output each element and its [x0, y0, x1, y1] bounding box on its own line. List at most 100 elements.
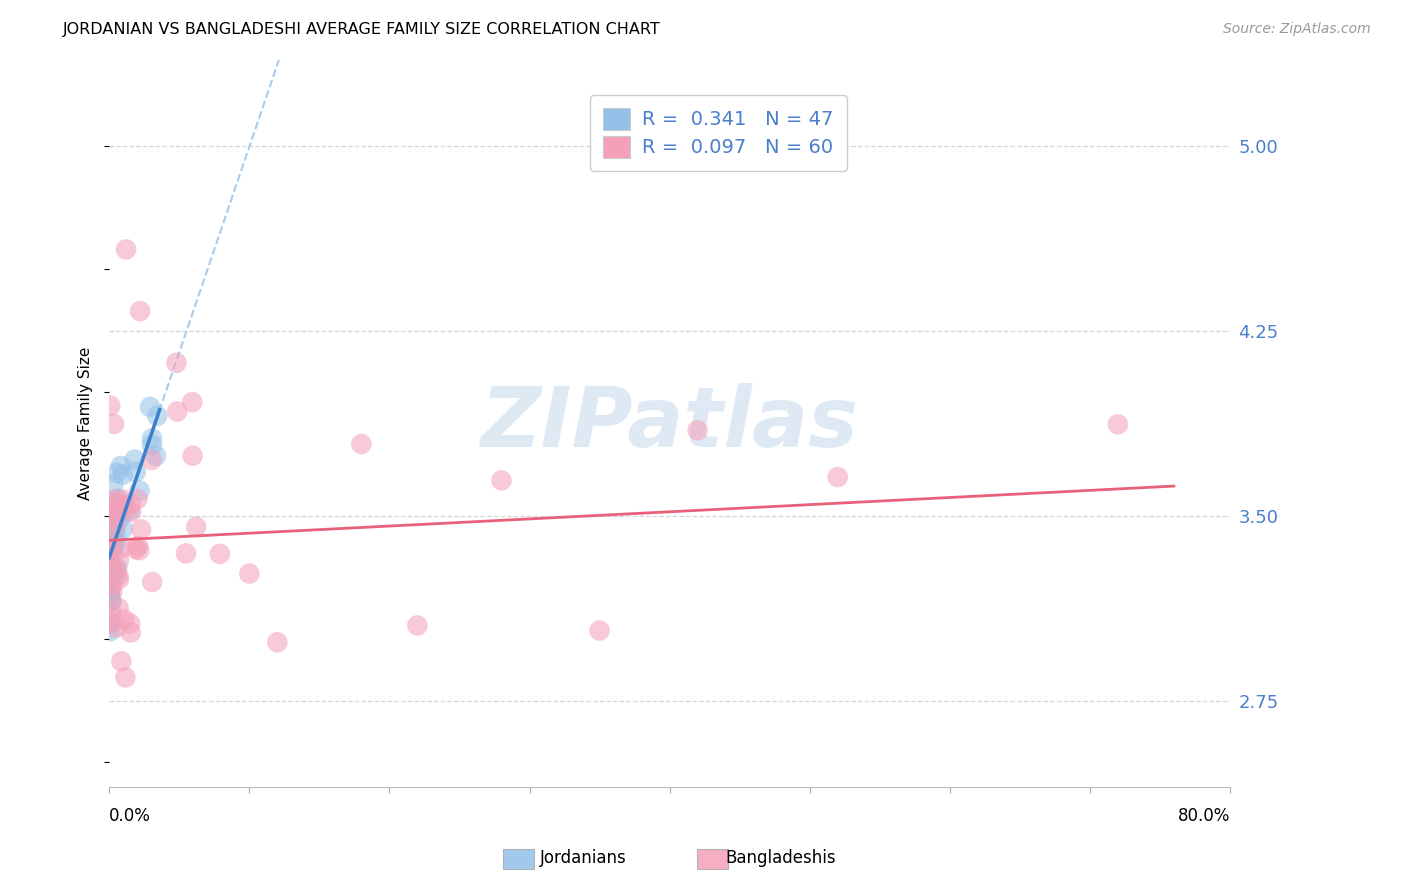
- Point: [98, 536, 121, 550]
- Point: [124, 452, 146, 467]
- Point: [186, 520, 208, 534]
- Point: [127, 539, 149, 553]
- Point: [98, 624, 121, 639]
- Point: [118, 503, 141, 517]
- Point: [104, 492, 127, 507]
- Point: [112, 612, 135, 626]
- Point: [107, 601, 129, 615]
- Text: Source: ZipAtlas.com: Source: ZipAtlas.com: [1223, 22, 1371, 37]
- Point: [128, 483, 150, 498]
- Point: [100, 615, 122, 630]
- Point: [100, 594, 122, 608]
- Point: [127, 491, 149, 506]
- Point: [141, 432, 163, 446]
- Point: [208, 547, 231, 561]
- Point: [105, 495, 128, 509]
- Point: [107, 491, 129, 506]
- Point: [120, 497, 142, 511]
- Point: [114, 501, 136, 516]
- Point: [108, 512, 131, 526]
- Point: [100, 606, 122, 620]
- Point: [104, 518, 127, 533]
- Point: [108, 553, 131, 567]
- Point: [100, 531, 122, 545]
- Point: [115, 243, 138, 257]
- Text: ZIPatlas: ZIPatlas: [481, 383, 859, 464]
- Point: [114, 670, 136, 684]
- Point: [238, 566, 260, 581]
- Point: [101, 579, 124, 593]
- Point: [100, 546, 122, 560]
- Point: [181, 449, 204, 463]
- Text: 80.0%: 80.0%: [1178, 806, 1230, 824]
- Point: [110, 654, 132, 668]
- Point: [166, 404, 188, 418]
- Point: [350, 437, 373, 451]
- Point: [174, 546, 197, 560]
- Point: [120, 625, 142, 640]
- Point: [98, 616, 121, 631]
- Point: [107, 502, 129, 516]
- Point: [100, 561, 122, 575]
- Point: [100, 525, 122, 540]
- Point: [98, 586, 121, 600]
- Point: [103, 541, 125, 555]
- Point: [101, 585, 124, 599]
- Point: [98, 543, 121, 558]
- Point: [120, 616, 142, 631]
- Point: [105, 621, 128, 635]
- Point: [145, 449, 167, 463]
- Text: Bangladeshis: Bangladeshis: [725, 849, 835, 867]
- Point: [105, 563, 128, 577]
- Point: [827, 470, 849, 484]
- Point: [100, 500, 122, 514]
- Point: [128, 543, 150, 558]
- Point: [104, 569, 127, 583]
- Point: [105, 561, 128, 575]
- Point: [181, 395, 204, 409]
- Text: Jordanians: Jordanians: [540, 849, 627, 867]
- Point: [103, 539, 125, 553]
- Point: [141, 438, 163, 452]
- Point: [686, 423, 709, 437]
- Point: [98, 587, 121, 601]
- Point: [98, 549, 121, 564]
- Point: [104, 509, 127, 524]
- Point: [103, 477, 125, 491]
- Point: [120, 505, 142, 519]
- Point: [139, 400, 162, 414]
- Point: [112, 492, 135, 507]
- Point: [98, 399, 121, 413]
- Point: [110, 541, 132, 555]
- Point: [101, 561, 124, 575]
- Y-axis label: Average Family Size: Average Family Size: [79, 346, 93, 500]
- Point: [101, 531, 124, 545]
- Point: [107, 569, 129, 583]
- Point: [105, 536, 128, 550]
- Point: [111, 467, 134, 482]
- Legend: R =  0.341   N = 47, R =  0.097   N = 60: R = 0.341 N = 47, R = 0.097 N = 60: [589, 95, 848, 171]
- Point: [105, 466, 128, 480]
- Point: [104, 526, 127, 541]
- Point: [104, 521, 127, 535]
- Point: [98, 582, 121, 596]
- Point: [108, 573, 131, 587]
- Point: [100, 541, 122, 555]
- Point: [129, 522, 152, 536]
- Point: [100, 563, 122, 577]
- Point: [100, 594, 122, 608]
- Point: [101, 512, 124, 526]
- Point: [103, 417, 125, 431]
- Point: [100, 544, 122, 558]
- Point: [100, 511, 122, 525]
- Point: [100, 556, 122, 570]
- Point: [1107, 417, 1129, 432]
- Point: [111, 522, 134, 536]
- Point: [125, 542, 148, 557]
- Point: [146, 409, 169, 423]
- Point: [107, 496, 129, 510]
- Point: [266, 635, 288, 649]
- Point: [125, 465, 148, 479]
- Point: [114, 499, 136, 513]
- Point: [491, 474, 513, 488]
